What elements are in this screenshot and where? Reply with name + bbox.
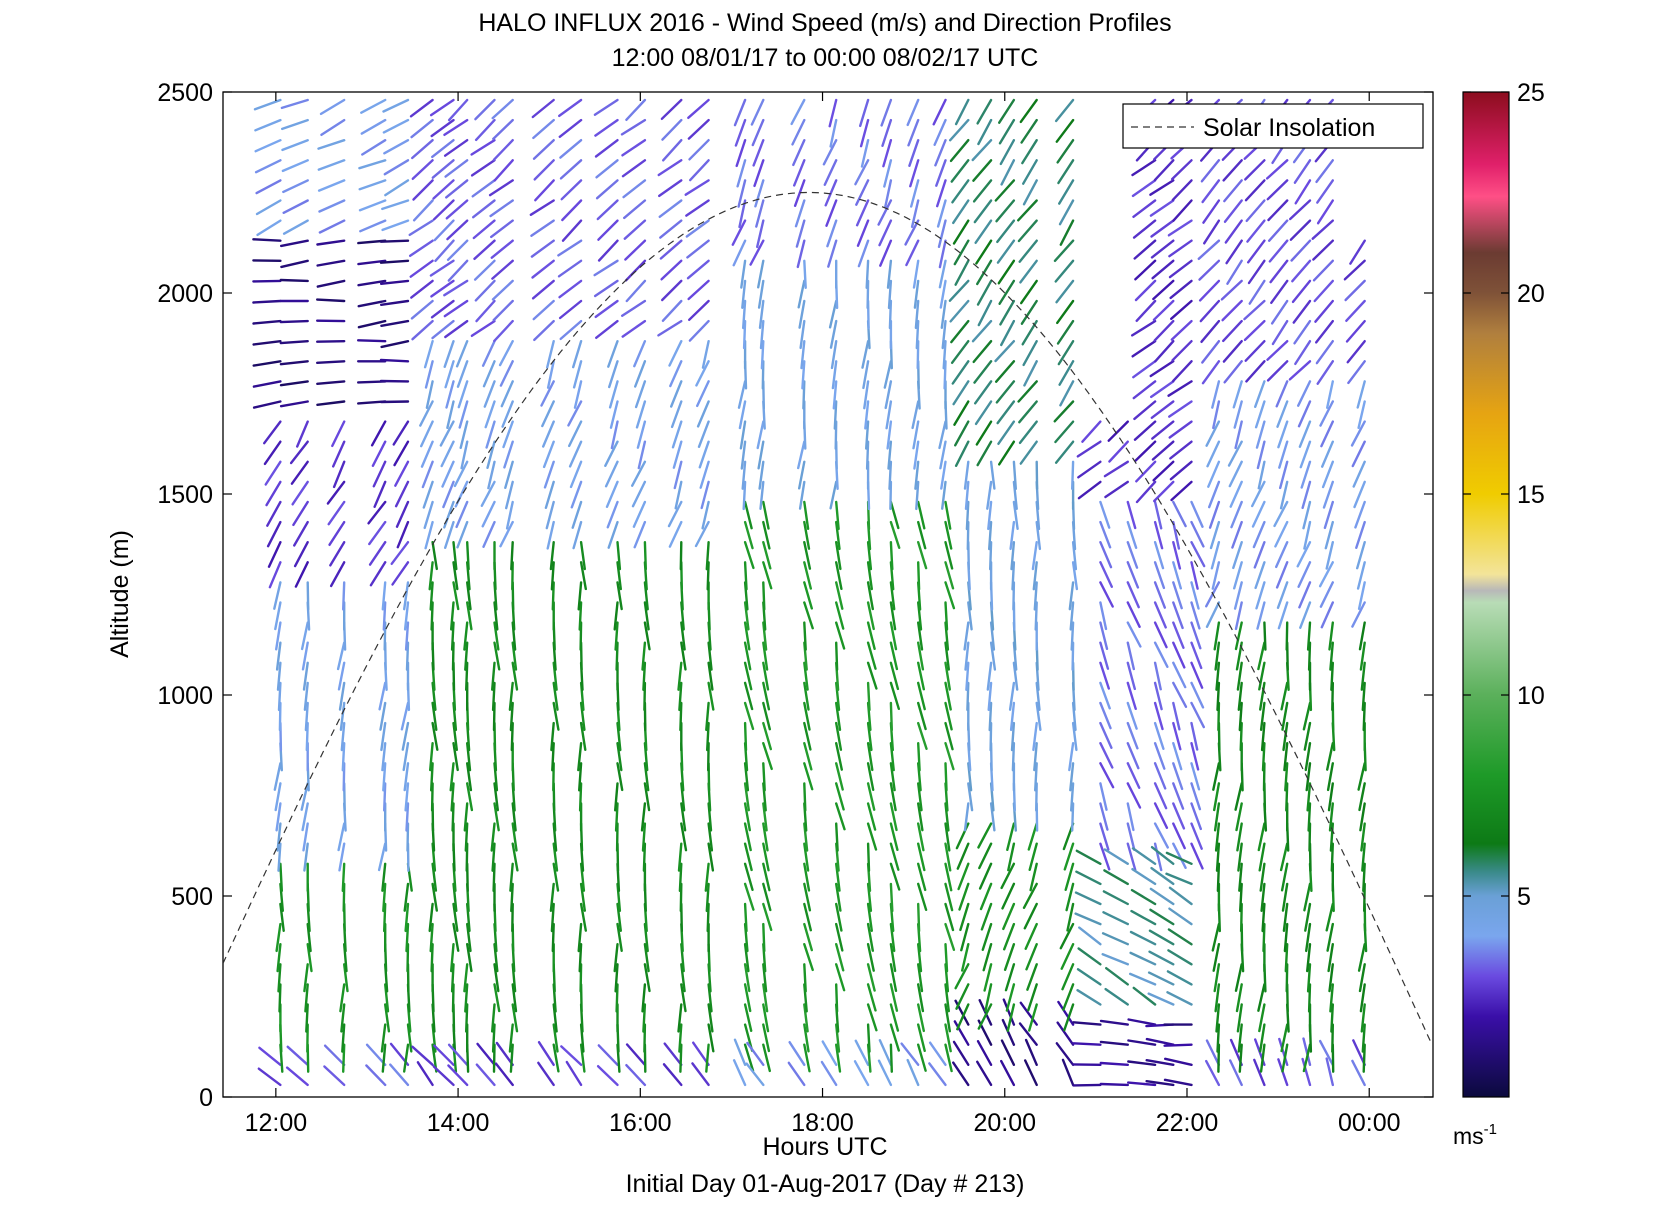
wind-barb xyxy=(763,763,764,790)
wind-barb xyxy=(918,743,919,770)
wind-barb xyxy=(745,562,746,589)
x-tick-label: 22:00 xyxy=(1156,1109,1219,1137)
wind-barb xyxy=(317,300,344,301)
wind-barb xyxy=(381,402,408,403)
y-axis-label: Altitude (m) xyxy=(106,530,134,658)
x-tick-label: 16:00 xyxy=(609,1109,672,1137)
y-tick-label: 500 xyxy=(171,883,213,911)
wind-barb xyxy=(253,239,280,240)
x-tick-label: 14:00 xyxy=(427,1109,490,1137)
wind-barb xyxy=(946,944,948,971)
y-tick-label: 1000 xyxy=(157,682,213,710)
wind-barb xyxy=(511,542,512,569)
x-tick-label: 20:00 xyxy=(973,1109,1036,1137)
colorbar: 5 10 15 20 25 ms-1 xyxy=(1453,79,1545,1149)
wind-barb xyxy=(804,261,805,288)
wind-barb xyxy=(681,542,682,569)
wind-barb xyxy=(745,904,746,931)
wind-barb xyxy=(918,904,919,931)
wind-barb xyxy=(891,542,892,569)
wind-barb xyxy=(645,542,646,569)
wind-barb xyxy=(804,964,805,991)
colorbar-unit: ms-1 xyxy=(1453,1121,1497,1149)
wind-barb xyxy=(868,844,869,871)
wind-barb xyxy=(281,280,308,281)
wind-barb xyxy=(867,261,868,288)
wind-barb xyxy=(253,281,280,282)
wind-barb xyxy=(891,703,892,730)
legend: Solar Insolation xyxy=(1123,104,1423,148)
wind-barb xyxy=(1264,623,1265,650)
colorbar-tick-label: 10 xyxy=(1517,682,1545,710)
wind-barb xyxy=(467,542,468,569)
wind-barb xyxy=(1165,1045,1192,1046)
chart-footer: Initial Day 01-Aug-2017 (Day # 213) xyxy=(626,1170,1025,1198)
wind-barb xyxy=(1101,1084,1128,1085)
wind-barb xyxy=(836,643,837,670)
wind-barb xyxy=(891,1045,892,1072)
chart-title: HALO INFLUX 2016 - Wind Speed (m/s) and … xyxy=(478,9,1171,37)
wind-barb xyxy=(317,341,344,342)
wind-barb xyxy=(1287,623,1288,650)
wind-barb xyxy=(381,360,408,361)
wind-barb xyxy=(946,763,947,790)
wind-barb xyxy=(868,1025,869,1052)
wind-barb xyxy=(763,582,764,609)
wind-barb xyxy=(836,824,837,851)
wind-barb xyxy=(343,864,344,891)
y-tick-label: 0 xyxy=(199,1084,213,1112)
wind-barb xyxy=(763,924,764,951)
colorbar-tick-label: 25 xyxy=(1517,79,1545,107)
wind-barb xyxy=(868,683,869,710)
colorbar-tick-label: 20 xyxy=(1517,280,1545,308)
wind-barb xyxy=(281,321,308,322)
wind-barb xyxy=(317,361,344,363)
wind-barb xyxy=(1073,1085,1100,1086)
x-tick-label: 12:00 xyxy=(245,1109,308,1137)
wind-barb xyxy=(891,884,892,911)
wind-barb xyxy=(1074,1043,1101,1044)
legend-label: Solar Insolation xyxy=(1203,114,1375,142)
wind-barb xyxy=(343,582,344,609)
y-tick-label: 2500 xyxy=(157,79,213,107)
colorbar-tick-label: 5 xyxy=(1517,883,1531,911)
wind-barb xyxy=(836,984,837,1011)
chart-subtitle: 12:00 08/01/17 to 00:00 08/02/17 UTC xyxy=(612,44,1039,72)
colorbar-tick-label: 15 xyxy=(1517,481,1545,509)
y-tick-label: 2000 xyxy=(157,280,213,308)
wind-barb xyxy=(1072,462,1073,489)
wind-barb xyxy=(253,301,280,303)
wind-barb xyxy=(280,864,281,891)
wind-barb xyxy=(381,241,408,242)
colorbar-scale xyxy=(1463,92,1509,1097)
wind-barb xyxy=(358,340,385,341)
wind-barb xyxy=(745,723,746,750)
wind-barb xyxy=(804,623,805,650)
wind-barb xyxy=(918,562,919,589)
x-tick-label: 00:00 xyxy=(1338,1109,1401,1137)
x-axis-label: Hours UTC xyxy=(762,1133,887,1161)
y-tick-label: 1500 xyxy=(157,481,213,509)
wind-barb xyxy=(804,783,805,810)
wind-barb xyxy=(946,603,948,630)
wind-barb xyxy=(308,582,309,609)
